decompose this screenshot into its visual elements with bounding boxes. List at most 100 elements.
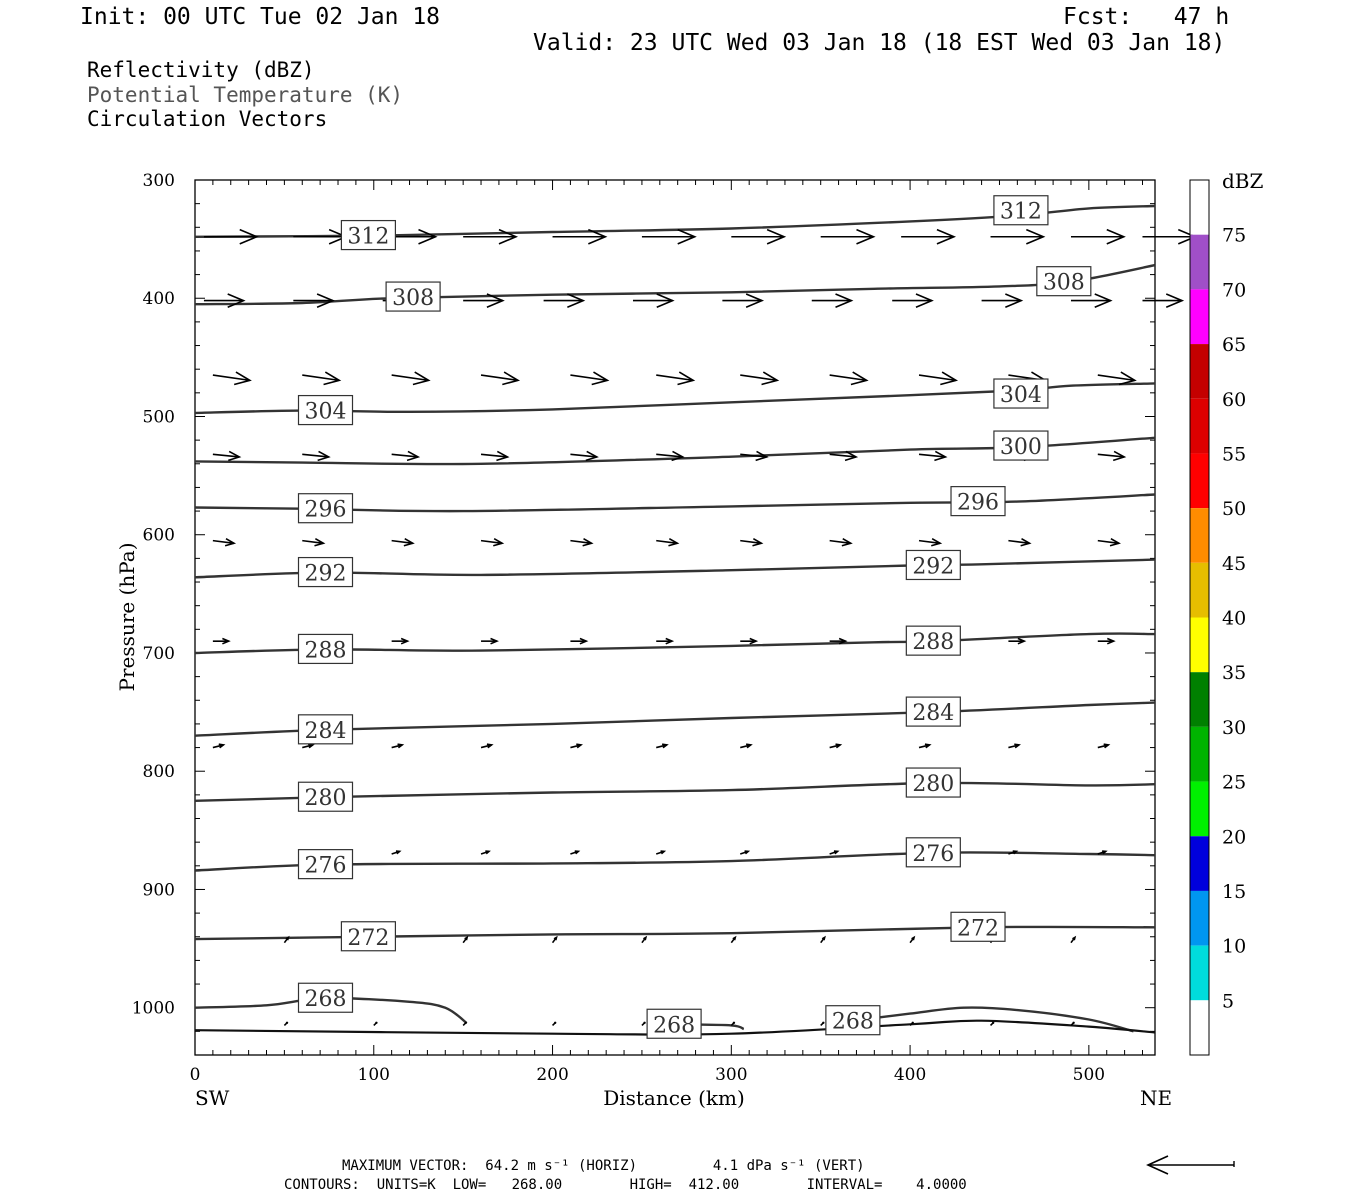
colorbar-frame	[1189, 179, 1210, 1056]
circulation-vector	[641, 1021, 646, 1027]
svg-text:296: 296	[305, 498, 347, 523]
circulation-vector	[391, 450, 421, 462]
colorbar-label: 60	[1222, 389, 1246, 411]
circulation-vector	[293, 293, 335, 308]
circulation-vector	[203, 228, 259, 245]
svg-text:268: 268	[832, 1010, 874, 1035]
contour-label: 292	[905, 549, 961, 581]
field-potential-temperature: Potential Temperature (K)	[87, 83, 404, 107]
x-tick-label: 400	[894, 1065, 926, 1085]
circulation-vector	[463, 293, 505, 308]
circulation-vector	[981, 293, 1024, 308]
contour-label: 272	[340, 921, 397, 952]
x-left-end-label: SW	[195, 1086, 230, 1110]
contour-label: 308	[1036, 266, 1092, 297]
forecast-hour: Fcst: 47 h	[1063, 4, 1230, 30]
theta-contours	[195, 204, 1155, 1036]
contour-label: 284	[905, 696, 961, 727]
field-reflectivity: Reflectivity (dBZ)	[87, 58, 315, 82]
circulation-vector	[570, 743, 583, 749]
y-tick-label: 500	[143, 407, 175, 427]
circulation-vector	[739, 850, 751, 855]
circulation-vector	[811, 293, 854, 308]
svg-text:292: 292	[912, 554, 954, 579]
init-time: Init: 00 UTC Tue 02 Jan 18	[80, 4, 441, 30]
contour-label: 280	[297, 781, 354, 812]
circulation-vector	[1008, 743, 1021, 749]
circulation-vector	[730, 1021, 736, 1027]
contour-label: 292	[297, 556, 354, 588]
colorbar-segment	[1190, 344, 1209, 399]
svg-text:304: 304	[1000, 383, 1042, 408]
surface-contour	[195, 1019, 1155, 1036]
circulation-vector	[820, 228, 876, 245]
circulation-vector	[740, 637, 759, 645]
svg-text:280: 280	[912, 772, 954, 797]
svg-text:300: 300	[1000, 435, 1042, 460]
circulation-vector	[730, 935, 737, 944]
circulation-vector	[570, 371, 610, 386]
x-axis-label: Distance (km)	[603, 1086, 745, 1110]
circulation-vector	[391, 637, 410, 645]
circulation-vector	[655, 850, 667, 855]
colorbar-segment	[1190, 836, 1209, 891]
circulation-vector	[302, 743, 315, 749]
circulation-vector	[722, 293, 765, 308]
colorbar-unit: dBZ	[1222, 169, 1264, 193]
contour-label: 272	[950, 911, 1006, 942]
colorbar-label: 10	[1222, 936, 1246, 958]
colorbar-segment	[1190, 945, 1209, 1001]
circulation-vector	[1008, 850, 1019, 855]
theta-contour	[195, 925, 1155, 941]
circulation-vector	[656, 371, 696, 386]
svg-text:276: 276	[912, 842, 954, 867]
svg-text:292: 292	[305, 562, 347, 587]
circulation-vector	[918, 371, 959, 386]
colorbar-segment	[1190, 180, 1209, 235]
contour-label: 276	[297, 849, 354, 880]
circulation-vector	[641, 228, 697, 245]
circulation-vector	[480, 850, 491, 855]
svg-text:296: 296	[957, 491, 999, 516]
circulation-vector	[480, 743, 494, 749]
svg-text:312: 312	[1000, 200, 1042, 225]
x-tick-label: 0	[190, 1065, 201, 1085]
plot-frame	[194, 179, 1156, 1056]
y-tick-label: 700	[143, 644, 175, 664]
circulation-vector	[740, 537, 764, 547]
circulation-vector	[1097, 850, 1108, 855]
circulation-vector	[293, 228, 349, 245]
y-tick-label: 900	[143, 880, 175, 900]
circulation-vector	[570, 850, 581, 855]
circulation-vector	[302, 450, 331, 462]
contour-label: 304	[993, 378, 1049, 409]
y-tick-label: 400	[143, 289, 175, 309]
contour-label: 268	[825, 1005, 881, 1036]
circulation-vector	[892, 293, 934, 308]
svg-text:308: 308	[392, 286, 434, 311]
svg-text:284: 284	[305, 719, 347, 744]
circulation-vector	[820, 1021, 825, 1027]
svg-text:272: 272	[347, 926, 389, 951]
circulation-vector	[481, 637, 499, 645]
circulation-vector	[212, 537, 237, 547]
colorbar-segment	[1190, 672, 1209, 727]
circulation-vector	[829, 637, 848, 645]
circulation-vector	[829, 743, 843, 749]
circulation-vector	[1097, 371, 1137, 386]
circulation-vector	[1070, 935, 1077, 944]
y-tick-label: 800	[143, 762, 175, 782]
circulation-vector	[462, 1021, 467, 1027]
circulation-vector	[391, 537, 415, 547]
contour-labels: 312 312 308 308 304 304 300 296 296 292 292 288 288 2…	[297, 195, 1092, 1039]
reference-vector-arrow	[1146, 1155, 1235, 1175]
reflectivity-colorbar: 75 70 65 60 55 50 45 40 35 30 25 20 15 10 5	[1189, 179, 1246, 1056]
y-tick-label: 600	[143, 526, 175, 546]
circulation-vector	[1008, 537, 1032, 547]
svg-text:312: 312	[347, 225, 389, 250]
contour-label: 312	[993, 195, 1049, 226]
circulation-vector	[989, 1021, 995, 1027]
circulation-vector	[1097, 450, 1127, 462]
circulation-vector	[918, 743, 932, 749]
circulation-vector	[462, 935, 469, 944]
